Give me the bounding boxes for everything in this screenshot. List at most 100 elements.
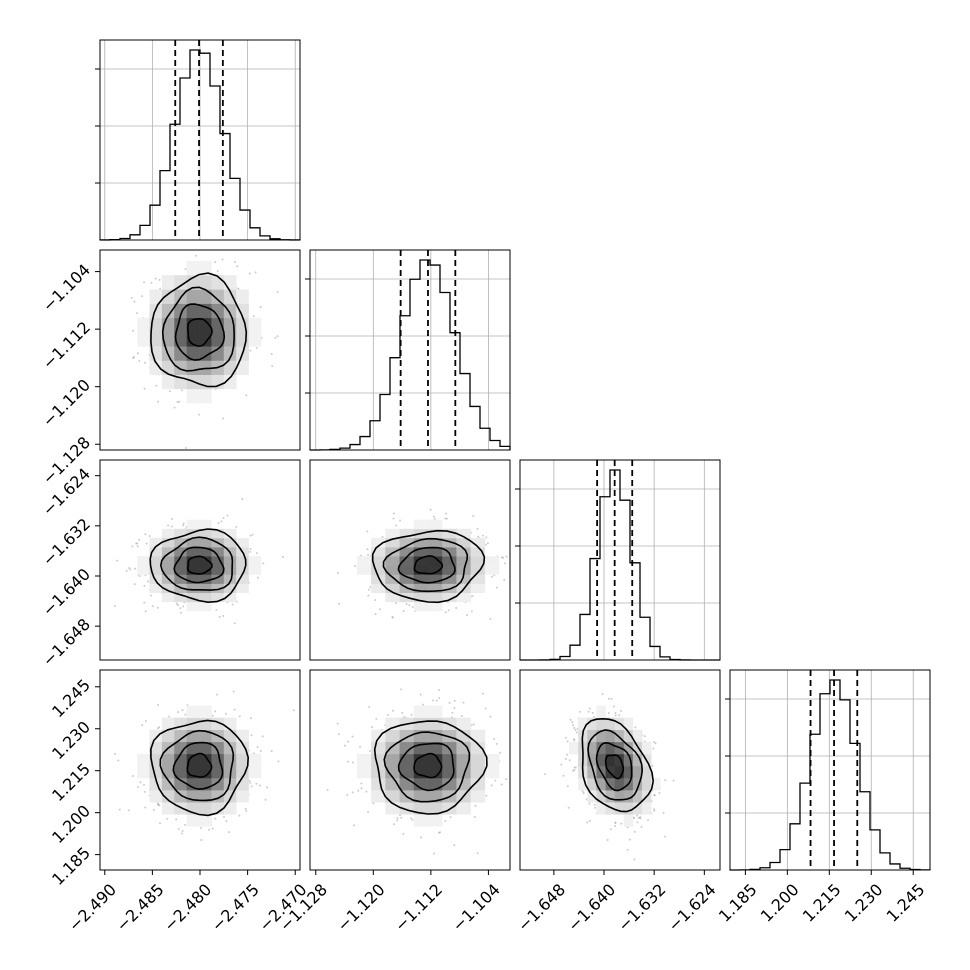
density-cell (442, 547, 457, 557)
scatter-point (365, 790, 368, 793)
scatter-point (607, 712, 610, 715)
density-cell (442, 565, 457, 575)
scatter-point (138, 574, 141, 577)
density-cell (614, 765, 625, 779)
scatter-point (408, 604, 411, 607)
scatter-point (393, 823, 396, 826)
hist-frame-0 (99, 39, 301, 241)
scatter-point (560, 763, 563, 766)
scatter-point (248, 272, 251, 275)
scatter-point (484, 543, 487, 546)
scatter-point (484, 707, 487, 710)
scatter-point (462, 701, 465, 704)
x-tick-label: 1.230 (841, 880, 887, 926)
scatter-point (277, 760, 280, 763)
scatter-point (485, 794, 488, 797)
scatter-point (582, 792, 585, 795)
density-cell (236, 729, 249, 743)
y-axis-1: −1.128−1.120−1.112−1.104 (39, 260, 100, 488)
scatter-point (173, 406, 176, 409)
density-cell (642, 741, 652, 755)
density-cell (470, 556, 486, 566)
scatter-point (448, 701, 451, 704)
scatter-point (170, 525, 173, 528)
scatter-point (396, 819, 399, 822)
density-cell (385, 574, 400, 584)
density-cell (623, 765, 634, 779)
density-cell (614, 729, 625, 743)
scatter-point (587, 710, 590, 713)
density-cell (236, 537, 249, 548)
panel-frame (99, 459, 301, 661)
y-tick-label: 1.215 (48, 759, 94, 805)
scatter-point (245, 394, 248, 397)
scatter-point (143, 584, 146, 587)
density-cell (470, 765, 486, 779)
panel-content (326, 688, 508, 855)
scatter-point (614, 821, 617, 824)
x-tick-label: 1.215 (799, 880, 845, 926)
scatter-point (222, 815, 225, 818)
scatter-point (336, 722, 339, 725)
scatter-point (143, 387, 146, 390)
scatter-point (249, 534, 252, 537)
density-cell (174, 574, 187, 584)
scatter-point (179, 611, 182, 614)
scatter-point (245, 809, 248, 812)
density-cell (578, 778, 588, 791)
y-tick-label: −1.112 (39, 318, 94, 373)
density-cell (199, 765, 212, 779)
scatter-point (221, 258, 224, 261)
density-cell (199, 556, 212, 566)
density-cell (456, 547, 471, 557)
scatter-point (438, 689, 441, 692)
density-cell (211, 765, 225, 779)
scatter-point (419, 693, 422, 696)
scatter-point (566, 740, 569, 743)
scatter-point (367, 594, 370, 597)
scatter-point (351, 791, 354, 794)
panel-2-0 (99, 459, 301, 661)
density-cell (161, 583, 175, 594)
scatter-point (476, 852, 479, 855)
density-cell (442, 753, 457, 767)
density-cell (149, 583, 163, 594)
density-cell (161, 537, 175, 548)
density-cell (223, 753, 237, 767)
scatter-point (451, 711, 454, 714)
density-cell (427, 741, 443, 755)
scatter-point (218, 615, 221, 618)
scatter-point (184, 713, 187, 716)
scatter-point (177, 828, 180, 831)
density-cell (399, 778, 415, 791)
scatter-point (131, 775, 134, 778)
scatter-point (150, 281, 153, 284)
density-cell (587, 753, 597, 767)
scatter-point (432, 515, 435, 518)
scatter-point (662, 811, 665, 814)
scatter-point (180, 832, 183, 835)
density-cell (456, 528, 471, 539)
density-cell (236, 583, 249, 594)
scatter-point (248, 550, 251, 553)
contour-line-1 (172, 741, 224, 790)
scatter-point (235, 525, 238, 528)
density-cell (385, 790, 400, 803)
density-cell (236, 289, 249, 304)
density-cell (161, 275, 175, 290)
density-cell (371, 565, 386, 575)
scatter-point (500, 783, 503, 786)
density-cell (211, 547, 225, 557)
scatter-point (499, 751, 502, 754)
scatter-point (131, 545, 134, 548)
scatter-point (651, 764, 654, 767)
density-cell (470, 547, 486, 557)
scatter-point (178, 400, 181, 403)
density-cell (456, 741, 471, 755)
scatter-point (276, 290, 279, 293)
density-cell (456, 765, 471, 779)
density-cell (186, 814, 200, 827)
density-cell (199, 741, 212, 755)
density-cell (470, 753, 486, 767)
scatter-point (588, 802, 591, 805)
